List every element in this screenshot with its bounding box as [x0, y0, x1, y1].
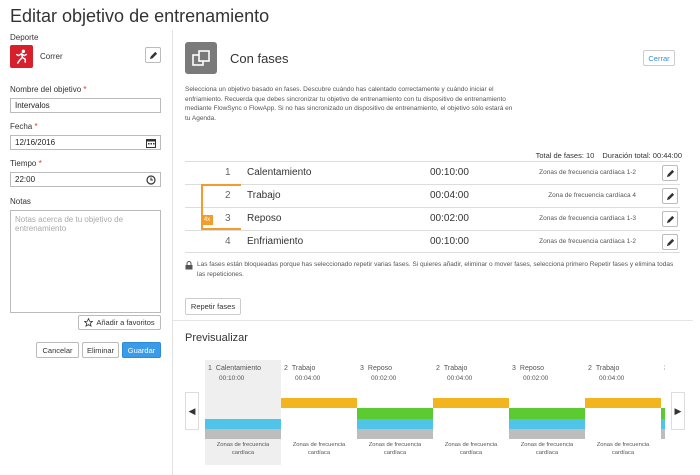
preview-title: Previsualizar	[185, 332, 248, 344]
delete-button[interactable]: Eliminar	[82, 342, 119, 358]
goal-form: Deporte Correr Nombre del objetivo * Fec…	[0, 30, 172, 475]
cancel-button[interactable]: Cancelar	[36, 342, 79, 358]
time-value: 22:00	[15, 175, 36, 184]
phase-duration: 00:02:00	[430, 213, 469, 224]
close-button[interactable]: Cerrar	[643, 50, 675, 66]
add-favorites-button[interactable]: Añadir a favoritos	[78, 315, 161, 330]
phase-duration: 00:10:00	[430, 167, 469, 178]
pencil-icon	[666, 192, 674, 200]
zone-bar-blue	[509, 419, 585, 429]
phase-name: Trabajo	[247, 190, 281, 201]
goal-name-input[interactable]	[10, 98, 161, 113]
phase-number: 1	[225, 167, 231, 178]
pencil-icon	[666, 169, 674, 177]
phase-number: 3	[225, 213, 231, 224]
notes-label: Notas	[10, 197, 31, 206]
zone-bar-yellow	[585, 398, 661, 408]
page-title: Editar objetivo de entrenamiento	[10, 6, 270, 26]
phase-row: 4 Enfriamiento 00:10:00 Zonas de frecuen…	[185, 230, 680, 253]
divider	[173, 320, 693, 321]
timeline-segment[interactable]: 3Re	[661, 360, 665, 465]
zone-bar-gray	[661, 429, 665, 439]
phase-name: Enfriamiento	[247, 236, 304, 247]
star-icon	[84, 318, 94, 327]
pencil-icon	[666, 215, 674, 223]
timeline-track: 1 Calentamiento 00:10:00 Zonas de frecuen…	[205, 360, 665, 465]
zone-bar-yellow	[281, 398, 357, 408]
timeline-segment[interactable]: 3 Reposo 00:02:00 Zonas de frecuencia car…	[509, 360, 585, 465]
clock-icon[interactable]	[146, 175, 156, 185]
prev-arrow-icon[interactable]: ◀	[185, 392, 199, 430]
phases-section: Con fases Cerrar Selecciona un objetivo …	[173, 30, 693, 320]
phase-duration: 00:10:00	[430, 236, 469, 247]
time-label: Tiempo *	[10, 159, 42, 168]
preview-timeline: ◀ 1 Calentamiento 00:10:00 Zonas de frecu…	[185, 360, 690, 465]
phases-icon	[185, 42, 217, 74]
edit-phase-button[interactable]	[662, 165, 678, 181]
phases-panel: Con fases Cerrar Selecciona un objetivo …	[172, 30, 693, 475]
pencil-icon	[149, 51, 157, 59]
timeline-segment[interactable]: 2 Trabajo 00:04:00 Zonas de frecuencia ca…	[585, 360, 661, 465]
zone-bar-green	[661, 408, 665, 419]
edit-phase-button[interactable]	[662, 188, 678, 204]
edit-phase-button[interactable]	[662, 234, 678, 250]
repeat-bracket[interactable]	[201, 184, 241, 230]
phase-row: 2 Trabajo 00:04:00 Zona de frecuencia ca…	[185, 184, 680, 207]
total-duration: Duración total: 00:44:00	[602, 151, 682, 160]
phase-name: Calentamiento	[247, 167, 312, 178]
time-field[interactable]: 22:00	[10, 172, 161, 187]
running-icon	[10, 45, 33, 68]
phase-zone: Zonas de frecuencia cardíaca 1-2	[539, 169, 636, 176]
phase-number: 2	[225, 190, 231, 201]
notes-textarea[interactable]	[10, 210, 161, 313]
date-label: Fecha *	[10, 122, 38, 131]
zone-bar-green	[509, 408, 585, 419]
pencil-icon	[666, 238, 674, 246]
save-button[interactable]: Guardar	[122, 342, 161, 358]
zone-bar-gray	[509, 429, 585, 439]
sport-value: Correr	[40, 52, 63, 61]
timeline-segment[interactable]: 3 Reposo 00:02:00 Zonas de frecuencia car…	[357, 360, 433, 465]
lock-note: Las fases están bloqueadas porque has se…	[185, 260, 680, 279]
lock-icon	[185, 261, 193, 270]
timeline-segment[interactable]: 2 Trabajo 00:04:00 Zonas de frecuencia ca…	[433, 360, 509, 465]
phase-row: 3 Reposo 00:02:00 Zonas de frecuencia ca…	[185, 207, 680, 230]
phase-zone: Zonas de frecuencia cardíaca 1-2	[539, 238, 636, 245]
next-arrow-icon[interactable]: ▶	[671, 392, 685, 430]
phase-name: Reposo	[247, 213, 282, 224]
phase-duration: 00:04:00	[430, 190, 469, 201]
zone-bar-gray	[357, 429, 433, 439]
timeline-segment[interactable]: 1 Calentamiento 00:10:00 Zonas de frecuen…	[205, 360, 281, 465]
phase-totals: Total de fases: 10 Duración total: 00:44…	[536, 151, 682, 160]
zone-bar-yellow	[433, 398, 509, 408]
zone-bar-gray	[205, 429, 281, 439]
repeat-count-badge: 4x	[201, 215, 213, 225]
edit-sport-button[interactable]	[145, 47, 161, 63]
edit-phase-button[interactable]	[662, 211, 678, 227]
phase-row: 1 Calentamiento 00:10:00 Zonas de frecue…	[185, 161, 680, 184]
repeat-phases-button[interactable]: Repetir fases	[185, 298, 241, 315]
calendar-icon[interactable]	[146, 138, 156, 148]
name-label: Nombre del objetivo *	[10, 85, 87, 94]
date-field[interactable]: 12/16/2016	[10, 135, 161, 150]
zone-bar-green	[357, 408, 433, 419]
zone-bar-blue	[205, 419, 281, 429]
sport-label: Deporte	[10, 33, 39, 42]
phase-zone: Zonas de frecuencia cardíaca 1-3	[539, 215, 636, 222]
total-phases: Total de fases: 10	[535, 151, 595, 160]
panel-heading: Con fases	[230, 51, 289, 66]
date-value: 12/16/2016	[15, 138, 56, 147]
zone-bar-blue	[661, 419, 665, 429]
phases-description: Selecciona un objetivo basado en fases. …	[185, 86, 513, 122]
phase-table: 1 Calentamiento 00:10:00 Zonas de frecue…	[185, 161, 680, 253]
timeline-segment[interactable]: 2 Trabajo 00:04:00 Zonas de frecuencia ca…	[281, 360, 357, 465]
phase-zone: Zona de frecuencia cardíaca 4	[548, 192, 636, 199]
phase-number: 4	[225, 236, 231, 247]
zone-bar-blue	[357, 419, 433, 429]
